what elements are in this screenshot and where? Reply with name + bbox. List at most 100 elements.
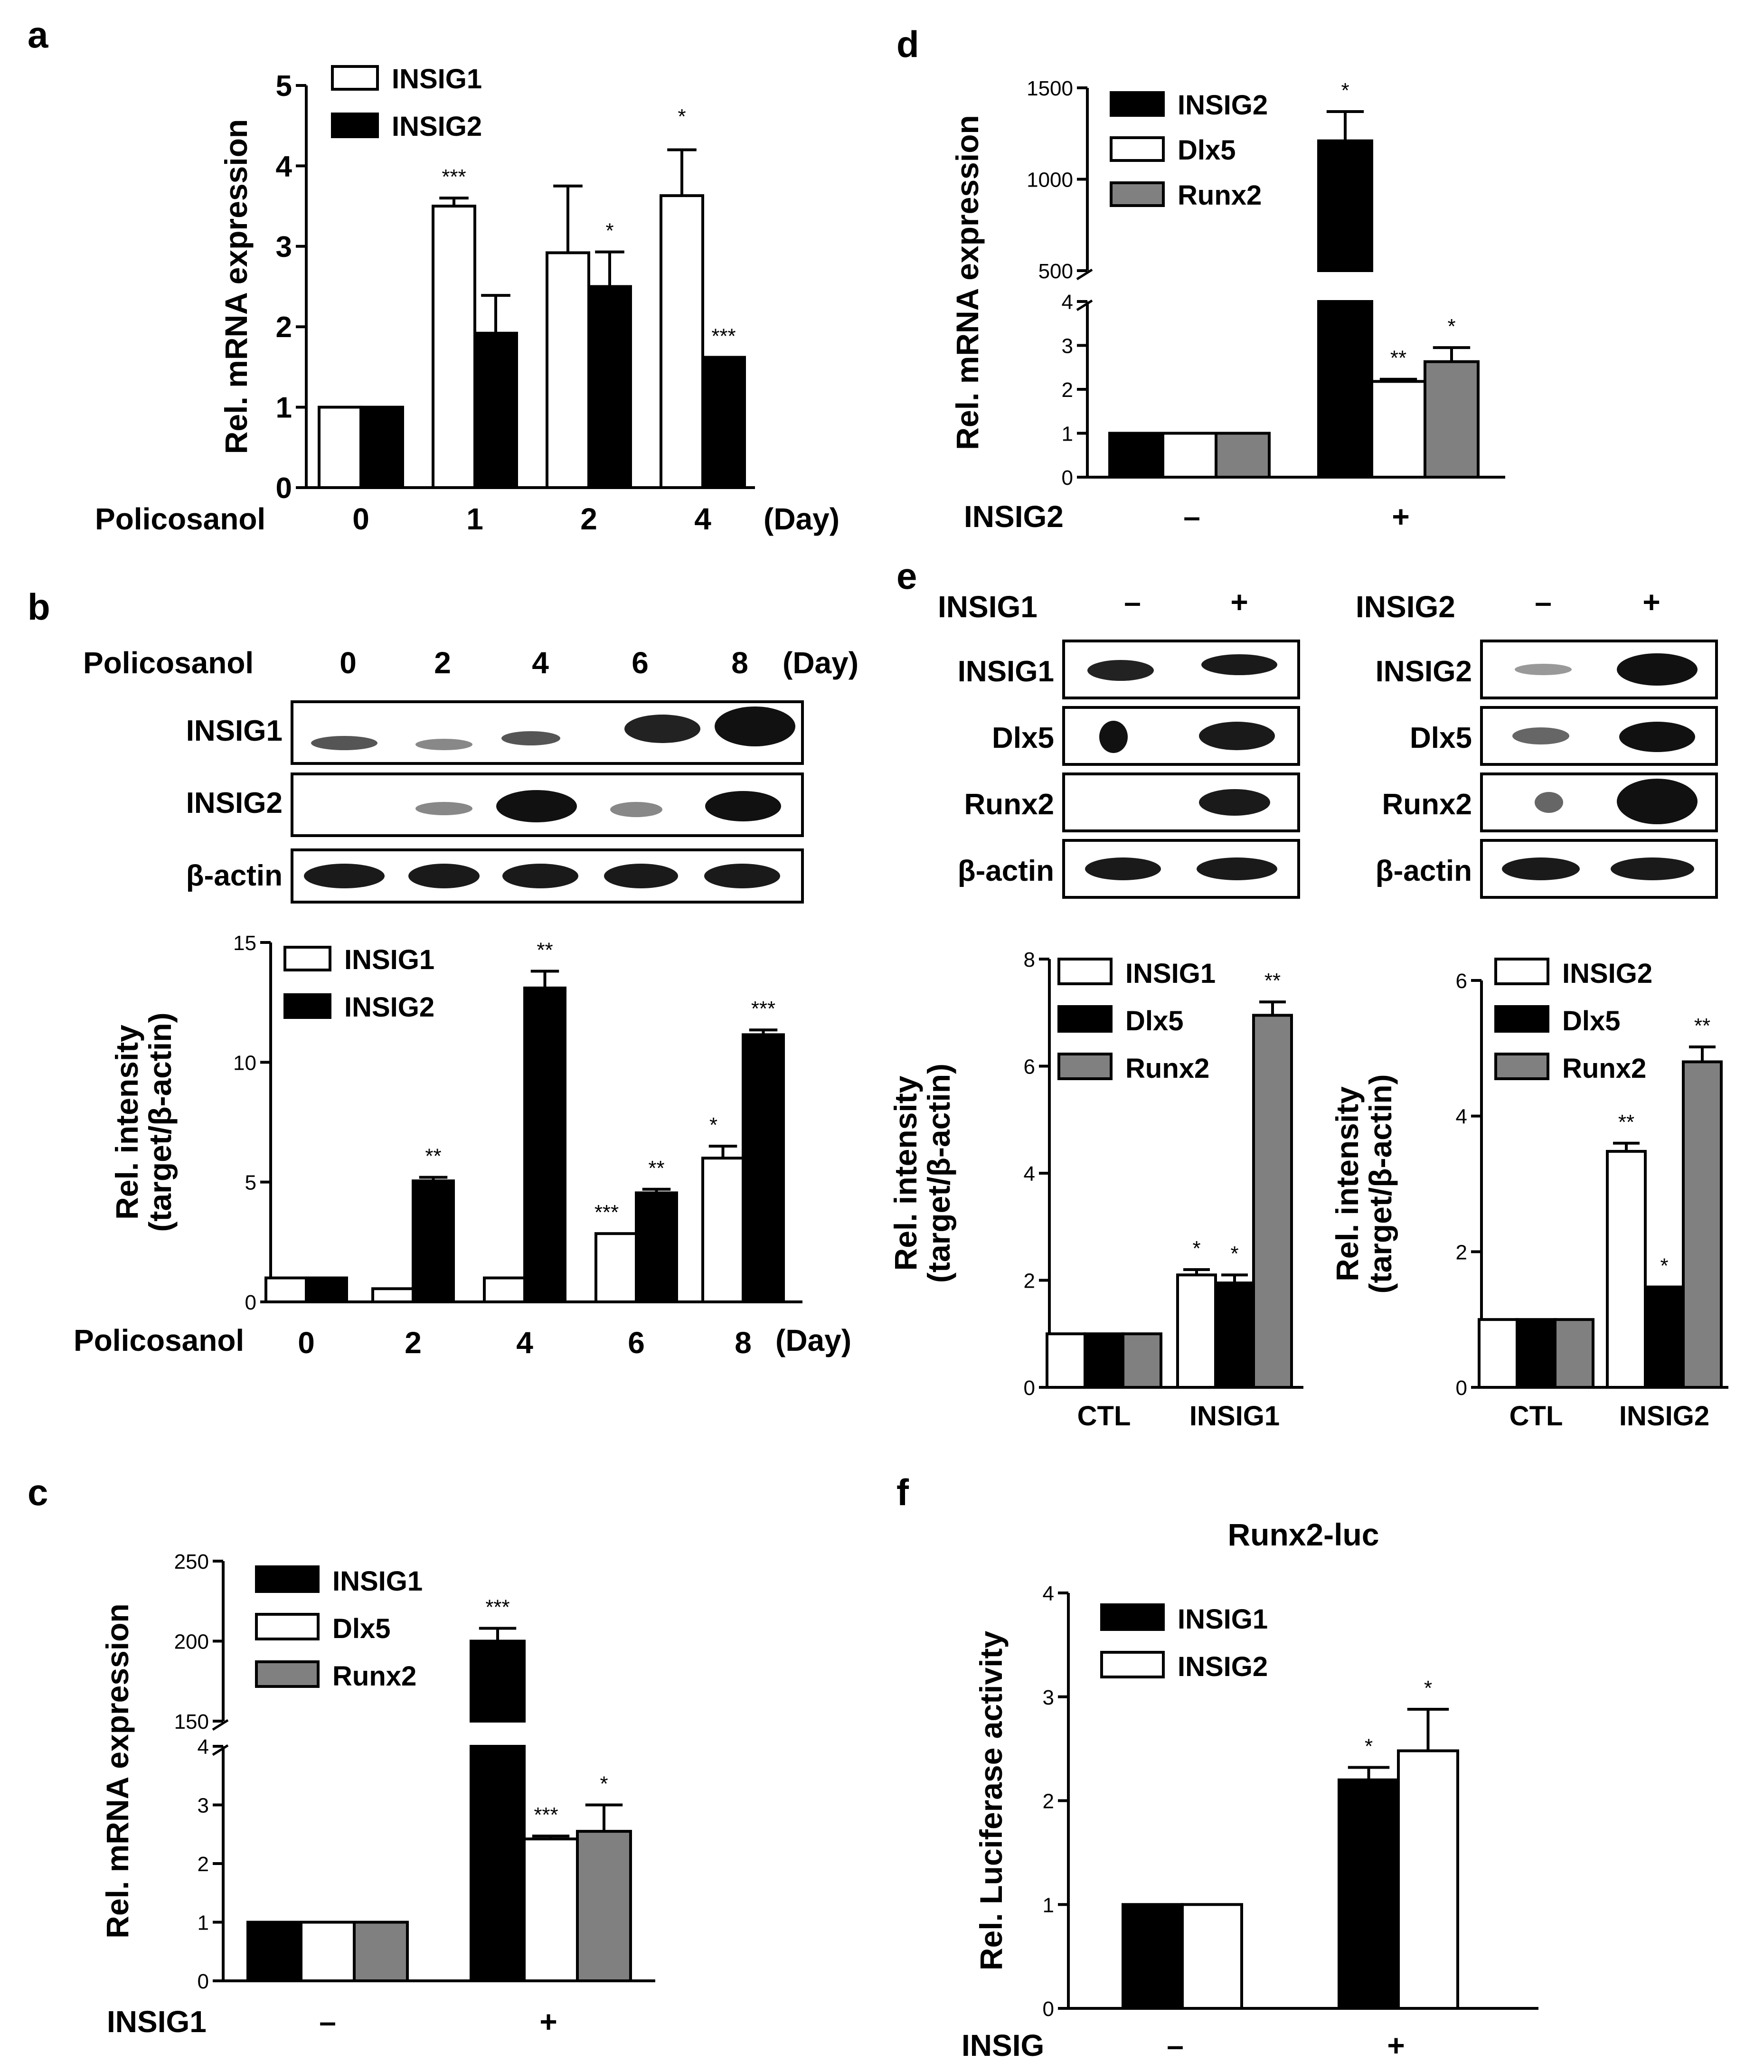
panel-b-day-0: 0 xyxy=(340,646,357,680)
significance-marker: ** xyxy=(1618,1111,1634,1134)
panel-f-chart: 0 1 2 3 4 Rel. Luciferase activity Runx2-luc * *… xyxy=(973,1517,1538,2021)
blot-band xyxy=(1199,789,1270,816)
y-tick-label: 0 xyxy=(1456,1376,1467,1400)
bar-runx2-1 xyxy=(1682,1060,1723,1389)
y-axis-label-2: (target/β-actin) xyxy=(1363,1074,1398,1294)
panel-b-letter: b xyxy=(28,586,50,628)
panel-a-unit-label: (Day) xyxy=(764,502,840,536)
y-tick-label: 4 xyxy=(1456,1105,1467,1129)
panel-b-chart: 0 5 10 15 Rel. intensity(target/β-actin) 0 ** 2… xyxy=(109,932,802,1360)
x-tick-label: CTL xyxy=(1077,1401,1131,1432)
bar-dlx5-1 xyxy=(1214,1281,1255,1389)
bar-runx2-0 xyxy=(1554,1318,1594,1389)
y-axis-label: Rel. intensity xyxy=(1330,1086,1365,1281)
bar-insig2-1 xyxy=(473,331,518,489)
panel-f-treatment-label: INSIG xyxy=(962,2028,1044,2063)
bar-insig2-0 xyxy=(1108,432,1164,479)
blot-band xyxy=(715,706,795,746)
bar-runx2-0 xyxy=(353,1921,409,1982)
legend-swatch-insig2 xyxy=(1100,1651,1165,1678)
significance-marker: *** xyxy=(711,325,736,348)
y-axis-label: Rel. mRNA expression xyxy=(950,115,985,450)
bar-dlx5-0 xyxy=(300,1921,356,1982)
y-tick-label: 250 xyxy=(174,1550,209,1573)
bar-insig1-1 xyxy=(371,1287,415,1304)
significance-marker: * xyxy=(600,1772,608,1796)
x-tick-label: 6 xyxy=(628,1326,645,1360)
legend-swatch-dlx5 xyxy=(255,1613,320,1640)
panel-e-left-row-insig1-label: INSIG1 xyxy=(958,655,1054,688)
bar-insig2-1-lower xyxy=(1317,300,1373,479)
panel-d-treatment-label: INSIG2 xyxy=(964,499,1064,534)
significance-marker: *** xyxy=(594,1201,619,1224)
y-axis-label: Rel. mRNA expression xyxy=(218,119,254,454)
panel-e-right-treatment: INSIG2 xyxy=(1356,590,1455,624)
axis-break-mark xyxy=(212,1719,229,1731)
blot-band xyxy=(1617,779,1698,824)
panel-b-unit-label: (Day) xyxy=(783,646,858,680)
blot-band xyxy=(1619,722,1695,752)
legend-label-dlx5: Dlx5 xyxy=(1125,1006,1184,1036)
x-tick-label: 4 xyxy=(694,502,711,536)
y-tick-label: 1 xyxy=(1062,423,1073,446)
blot-band xyxy=(501,731,560,745)
panel-e-left-treatment: INSIG1 xyxy=(938,590,1038,624)
bar-insig1-1-lower xyxy=(470,1745,526,1982)
blot-band xyxy=(1085,857,1161,880)
bar-dlx5-0 xyxy=(1516,1318,1556,1389)
panel-b-day-8: 8 xyxy=(731,646,748,680)
legend-label-runx2: Runx2 xyxy=(1178,180,1262,211)
blot-band xyxy=(1099,721,1128,753)
bar-insig1-2 xyxy=(483,1276,526,1304)
x-tick-label: INSIG1 xyxy=(1189,1401,1280,1432)
bar-dlx5-1 xyxy=(1370,380,1426,479)
y-tick-label: 150 xyxy=(174,1710,209,1733)
significance-marker: * xyxy=(1660,1254,1668,1278)
legend-swatch-runx2 xyxy=(1057,1053,1113,1080)
bar-insig2-0 xyxy=(1478,1318,1519,1389)
panel-c-minus: – xyxy=(319,2005,336,2039)
axis-break-mark xyxy=(1076,268,1093,281)
legend-label-insig1: INSIG1 xyxy=(344,944,434,975)
bar-dlx5-0 xyxy=(1161,432,1217,479)
significance-marker: * xyxy=(1230,1242,1238,1265)
bar-insig2-3 xyxy=(701,356,746,490)
significance-marker: *** xyxy=(751,997,775,1020)
y-tick-label: 0 xyxy=(1062,466,1073,490)
x-tick-label: 0 xyxy=(352,502,369,536)
panel-e-left-row-runx2-label: Runx2 xyxy=(964,788,1054,821)
legend-swatch-insig1 xyxy=(255,1565,320,1593)
blot-band xyxy=(496,790,577,822)
y-tick-label: 2 xyxy=(198,1853,209,1876)
significance-marker: *** xyxy=(534,1803,558,1827)
y-tick-label: 0 xyxy=(198,1970,209,1993)
bar-runx2-1 xyxy=(1424,360,1480,479)
panel-b-bottom-treatment-label: Policosanol xyxy=(74,1323,244,1357)
bar-insig2-1 xyxy=(412,1179,455,1303)
y-tick-label: 0 xyxy=(1024,1376,1035,1400)
panel-e-right-blot: INSIG2 – + INSIG2 Dlx5 Runx2 β-actin xyxy=(1356,585,1718,899)
blot-band xyxy=(415,802,472,815)
bar-insig1-0 xyxy=(246,1921,302,1982)
legend-swatch-insig2 xyxy=(283,993,331,1019)
panel-b-blot: Policosanol 0 2 4 6 8 (Day) INSIG1 INSIG… xyxy=(74,646,858,1357)
blot-band xyxy=(1502,857,1580,880)
y-tick-label: 1500 xyxy=(1027,77,1073,100)
y-tick-label: 1 xyxy=(1043,1893,1054,1917)
y-tick-label: 1 xyxy=(198,1912,209,1935)
legend-label-dlx5: Dlx5 xyxy=(1562,1006,1621,1036)
blot-band xyxy=(624,715,700,743)
panel-a-letter: a xyxy=(28,14,48,56)
significance-marker: ** xyxy=(537,939,553,962)
x-tick-label: 2 xyxy=(580,502,597,536)
legend-label-insig1: INSIG1 xyxy=(332,1566,423,1597)
panel-f-plus: + xyxy=(1387,2028,1405,2063)
bar-dlx5-1 xyxy=(523,1837,579,1982)
legend-swatch-runx2 xyxy=(1110,181,1165,207)
panel-e-right-minus: – xyxy=(1535,585,1552,619)
panel-a-chart: 0 1 2 3 4 5 Rel. mRNA expression 0 *** 1 * 2 *** 4 * IN… xyxy=(218,64,755,536)
panel-c-plus: + xyxy=(539,2005,557,2039)
significance-marker: ** xyxy=(648,1157,664,1180)
significance-marker: ** xyxy=(1390,347,1406,370)
